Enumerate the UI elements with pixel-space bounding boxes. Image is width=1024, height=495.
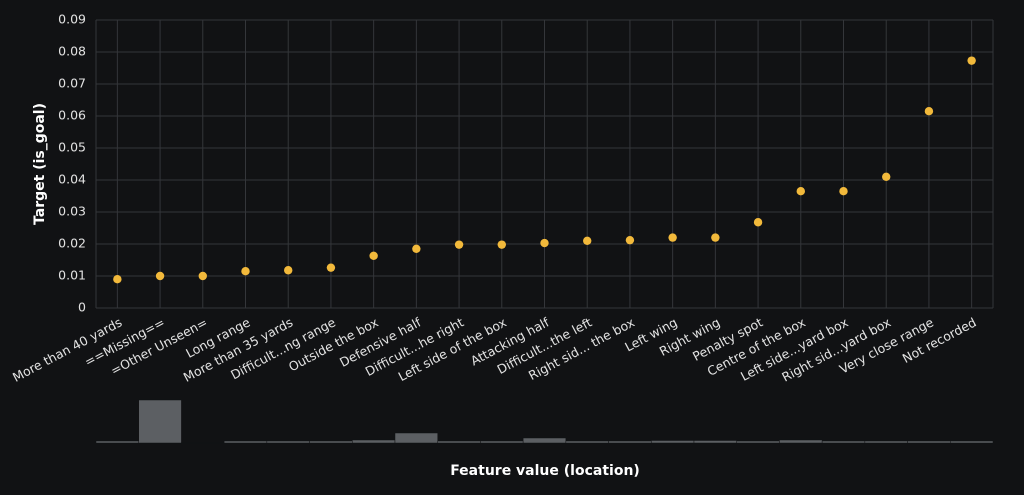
point	[284, 266, 293, 275]
count-bar	[821, 440, 866, 444]
point	[839, 187, 848, 196]
point	[753, 218, 763, 227]
y-tick-label: 0.09	[58, 12, 86, 27]
point	[198, 271, 207, 281]
count-bar	[693, 440, 737, 444]
count-bar	[437, 440, 481, 444]
point	[454, 240, 464, 249]
y-axis-title: Target (is_goal)	[32, 103, 48, 225]
point	[924, 107, 934, 116]
count-bar	[138, 399, 182, 444]
point	[540, 238, 549, 248]
count-bar	[394, 432, 438, 444]
count-bar	[95, 440, 139, 444]
point	[497, 240, 506, 249]
count-bar	[950, 440, 994, 444]
point	[796, 187, 805, 196]
y-tick-label: 0	[78, 300, 86, 315]
count-bar	[864, 440, 908, 444]
point	[155, 271, 165, 281]
point	[241, 267, 250, 276]
x-axis-title: Feature value (location)	[450, 463, 640, 479]
count-bar	[736, 440, 780, 444]
point	[711, 233, 720, 242]
count-bar	[608, 440, 652, 444]
count-bar	[309, 440, 353, 444]
count-bar	[352, 439, 396, 444]
y-tick-label: 0.01	[58, 268, 86, 283]
y-tick-label: 0.02	[58, 236, 86, 251]
point	[326, 263, 336, 272]
y-tick-label: 0.05	[58, 140, 86, 155]
point	[369, 251, 378, 261]
point	[113, 275, 122, 284]
count-bar	[266, 440, 310, 444]
count-bar	[522, 437, 567, 444]
y-tick-label: 0.08	[58, 44, 86, 59]
y-tick-label: 0.04	[58, 172, 86, 187]
y-tick-label: 0.03	[58, 204, 86, 219]
point	[882, 172, 891, 181]
point	[625, 235, 635, 245]
count-bar	[565, 440, 609, 444]
count-bar	[223, 440, 268, 444]
count-bar	[779, 439, 823, 444]
count-bar	[480, 440, 524, 444]
count-bar	[907, 440, 951, 444]
point	[668, 233, 677, 242]
point	[583, 236, 592, 245]
point	[412, 244, 421, 253]
count-bar	[181, 442, 225, 444]
y-tick-label: 0.07	[58, 76, 86, 91]
count-bar	[651, 440, 695, 444]
point	[967, 56, 976, 65]
y-tick-label: 0.06	[58, 108, 86, 123]
